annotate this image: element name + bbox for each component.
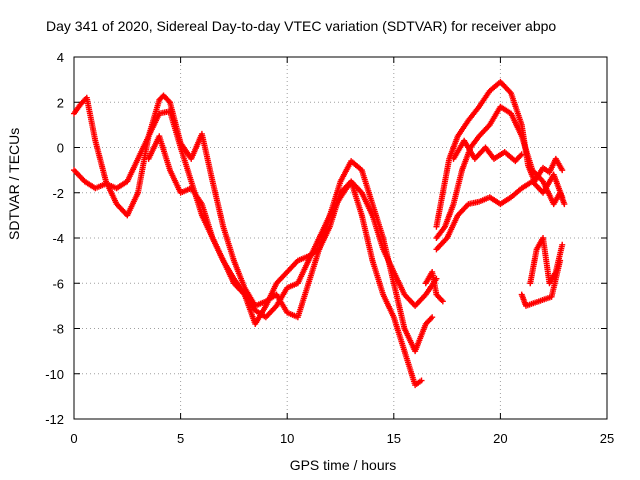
data-point: [559, 167, 566, 174]
chart-title: Day 341 of 2020, Sidereal Day-to-day VTE…: [46, 18, 557, 34]
data-point: [561, 201, 568, 208]
y-tick-label: -6: [52, 276, 64, 291]
x-tick-label: 25: [600, 431, 614, 446]
series-arc6: [433, 171, 566, 253]
y-tick-label: 4: [57, 50, 64, 65]
data-point: [429, 314, 436, 321]
y-tick-label: -10: [45, 367, 64, 382]
data-point: [557, 257, 564, 264]
x-tick-label: 5: [177, 431, 184, 446]
x-tick-label: 20: [493, 431, 507, 446]
plot-frame: [73, 56, 608, 420]
x-axis-label: GPS time / hours: [289, 457, 397, 473]
data-point: [518, 151, 525, 158]
data-point: [418, 377, 425, 384]
series-arc7: [450, 137, 525, 165]
data-point: [559, 241, 566, 248]
y-tick-label: 2: [57, 95, 64, 110]
x-tick-label: 10: [280, 431, 294, 446]
data-point: [559, 194, 566, 201]
data-point: [439, 298, 446, 305]
y-tick-label: 0: [57, 141, 64, 156]
y-tick-label: -12: [45, 412, 64, 427]
y-tick-label: -8: [52, 322, 64, 337]
x-tick-label: 0: [70, 431, 77, 446]
y-tick-label: -4: [52, 231, 64, 246]
series-arc10: [518, 257, 564, 309]
series-arc3: [145, 133, 425, 389]
x-tick-label: 15: [387, 431, 401, 446]
series-arc9: [422, 268, 446, 305]
y-tick-label: -2: [52, 186, 64, 201]
